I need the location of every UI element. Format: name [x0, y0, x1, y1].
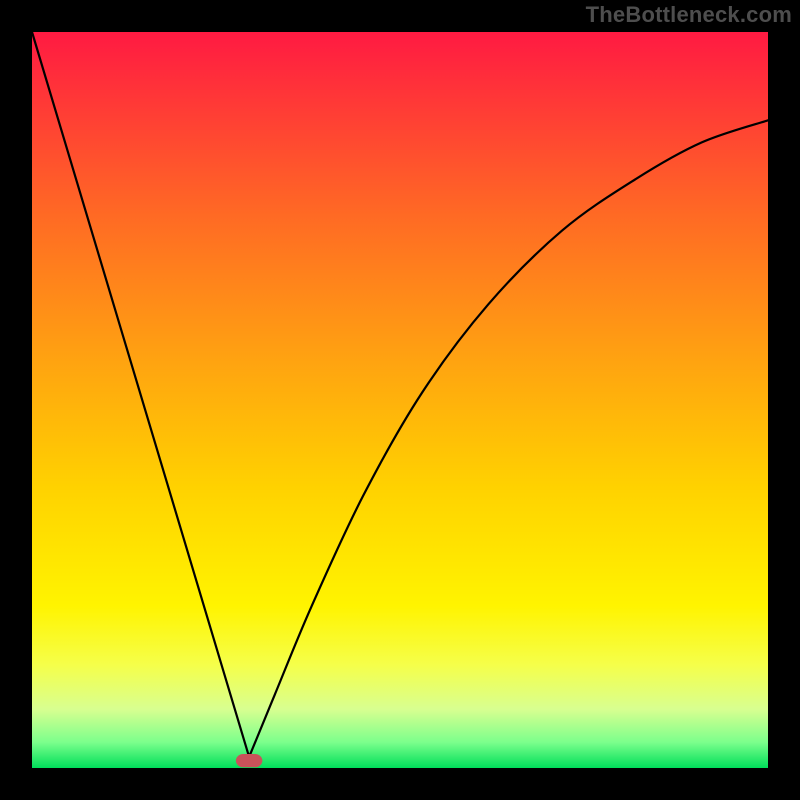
- minimum-marker: [236, 754, 262, 767]
- watermark-text: TheBottleneck.com: [586, 2, 792, 28]
- chart-frame: TheBottleneck.com: [0, 0, 800, 800]
- bottleneck-chart: [0, 0, 800, 800]
